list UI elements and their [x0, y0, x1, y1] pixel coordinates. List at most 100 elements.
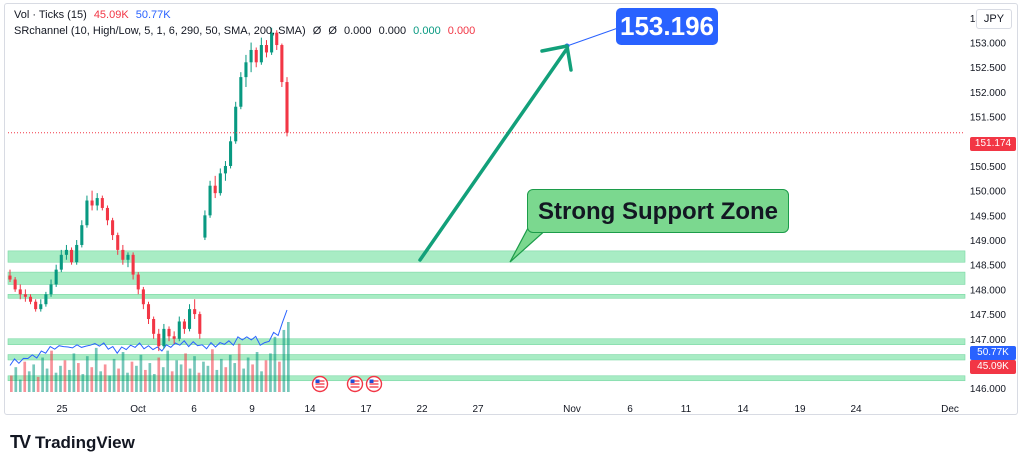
x-axis-tick-label: 19: [794, 404, 806, 415]
candle-body: [136, 274, 140, 290]
volume-bar: [112, 358, 116, 392]
candle-body: [239, 77, 243, 107]
candle-body: [172, 336, 176, 339]
candle-body: [177, 321, 181, 339]
y-axis-tick-label: 152.000: [970, 88, 1007, 99]
volume-bar: [50, 350, 53, 392]
volume-bar: [135, 365, 138, 392]
candle-body: [218, 173, 222, 194]
tradingview-logo-text: TradingView: [35, 432, 135, 452]
volume-bar: [251, 364, 254, 392]
volume-bar: [99, 371, 103, 392]
volume-bar: [211, 349, 214, 392]
volume-bar: [36, 376, 40, 392]
candle-body: [28, 296, 33, 302]
volume-bar: [94, 347, 98, 392]
volume-bar: [161, 367, 165, 392]
candle-body: [167, 328, 171, 337]
candle-body: [275, 32, 279, 46]
support-zone-band: [7, 250, 966, 263]
candle-body: [229, 141, 233, 166]
volume-sell-tag: 45.09K: [970, 360, 1016, 374]
candle-body: [203, 215, 207, 238]
tradingview-logo[interactable]: TV TradingView: [10, 432, 135, 453]
y-axis-tick-label: 147.000: [970, 335, 1007, 346]
price-chart[interactable]: 146.000146.500147.000147.500148.000148.5…: [0, 0, 1024, 430]
projection-arrow-head: [540, 44, 573, 72]
candle-body: [259, 45, 263, 63]
candle-body: [121, 249, 125, 260]
candle-body: [249, 49, 253, 63]
candle-body: [187, 309, 192, 329]
support-zone-band: [7, 338, 966, 345]
volume-bar: [72, 353, 76, 392]
volume-bar: [10, 375, 13, 392]
support-zone-band: [7, 375, 966, 382]
x-axis-tick-label: 11: [681, 404, 692, 415]
volume-bar: [41, 357, 44, 392]
volume-bar: [260, 371, 263, 392]
volume-ma-line: [9, 309, 288, 366]
volume-bar: [175, 360, 178, 392]
us-flag-canton: [315, 379, 320, 383]
candle-body: [244, 62, 248, 78]
volume-bar: [237, 343, 241, 392]
srchannel-value-3: 0.000: [343, 25, 372, 37]
candle-body: [116, 235, 120, 250]
volume-bar: [126, 372, 129, 392]
candle-body: [146, 304, 151, 320]
last-price-tag: 151.174: [970, 137, 1016, 151]
volume-bars: [9, 309, 290, 392]
candle-body: [254, 49, 258, 63]
candle-body: [223, 165, 227, 174]
volume-bar: [85, 356, 89, 392]
candle-body: [208, 185, 212, 216]
volume-bar: [233, 363, 237, 392]
volume-bar: [224, 367, 228, 392]
volume-bar: [242, 368, 246, 392]
volume-bar: [278, 361, 281, 392]
volume-bar: [32, 364, 36, 392]
volume-bar: [59, 365, 62, 392]
x-axis-tick-label: Dec: [941, 404, 959, 415]
volume-bar: [215, 369, 219, 392]
volume-bar: [184, 353, 187, 392]
candle-body: [13, 279, 17, 290]
candles: [8, 27, 289, 352]
candle-body: [126, 254, 130, 260]
volume-bar: [144, 369, 147, 392]
candle-body: [105, 207, 110, 221]
volume-bar: [170, 371, 174, 392]
volume-bar: [68, 369, 71, 392]
volume-bar: [202, 361, 205, 392]
support-zone-band: [7, 294, 966, 299]
us-flag-canton: [350, 379, 355, 383]
currency-selector[interactable]: JPY: [976, 9, 1012, 29]
candle-body: [59, 254, 63, 270]
candle-body: [234, 106, 238, 142]
chart-frame: [4, 3, 1018, 415]
x-axis-tick-label: Nov: [563, 404, 581, 415]
volume-bar: [108, 375, 111, 392]
volume-bar: [179, 364, 183, 392]
candle-body: [80, 225, 84, 245]
candle-body: [131, 254, 135, 275]
x-axis-tick-label: 27: [472, 404, 484, 415]
x-axis-tick-label: 6: [627, 404, 633, 415]
y-axis-tick-label: 148.000: [970, 285, 1007, 296]
candle-body: [18, 289, 22, 295]
y-axis: 146.000146.500147.000147.500148.000148.5…: [970, 14, 1007, 395]
volume-bar: [287, 322, 290, 392]
volume-bar: [273, 336, 277, 392]
x-axis-tick-label: 14: [737, 404, 749, 415]
candle-body: [198, 314, 202, 334]
y-axis-tick-label: 147.500: [970, 310, 1007, 321]
x-axis-tick-label: 9: [249, 404, 255, 415]
y-axis-tick-label: 153.000: [970, 39, 1007, 50]
candle-body: [23, 294, 27, 297]
candle-body: [90, 200, 94, 206]
volume-bar: [81, 374, 85, 392]
volume-bar: [255, 352, 259, 392]
srchannel-value-1: Ø: [312, 25, 322, 37]
srchannel-value-4: 0.000: [378, 25, 407, 37]
